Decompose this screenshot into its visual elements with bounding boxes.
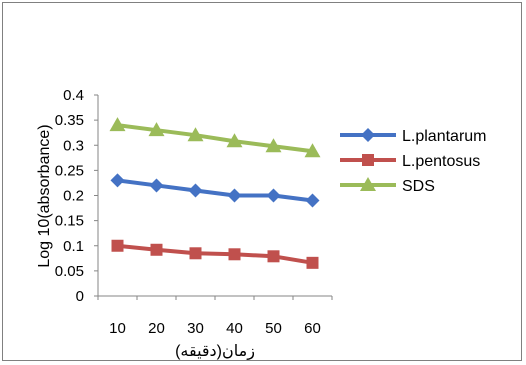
data-point	[149, 178, 164, 193]
y-tick-label: 0.15	[55, 213, 84, 230]
y-tick-label: 0.1	[63, 238, 84, 255]
legend: L.plantarum L.pentosus SDS	[340, 128, 487, 195]
data-point	[110, 173, 125, 188]
data-point	[228, 248, 241, 261]
data-point	[267, 250, 280, 263]
series-l-plantarum	[110, 173, 320, 208]
plot-area: 0 0.05 0.1 0.15 0.2 0.25 0.3 0.35 0.4 10 20 30 40 50…	[55, 87, 333, 337]
series-line	[117, 243, 313, 265]
y-tick-label: 0.3	[63, 137, 84, 154]
x-tick-label: 30	[187, 320, 204, 337]
y-axis-title: Log 10(absorbance)	[36, 124, 53, 267]
legend-item: SDS	[340, 177, 435, 195]
series-sds	[109, 117, 321, 158]
series-l-pentosus	[111, 239, 319, 269]
data-point	[306, 256, 319, 269]
y-axis: 0 0.05 0.1 0.15 0.2 0.25 0.3 0.35 0.4	[55, 87, 98, 305]
data-point	[188, 183, 203, 198]
y-tick-label: 0.25	[55, 162, 84, 179]
y-tick-label: 0.2	[63, 188, 84, 205]
legend-label: L.plantarum	[402, 128, 487, 145]
series-line	[117, 123, 313, 154]
y-tick-label: 0.05	[55, 263, 84, 280]
data-point	[266, 188, 281, 203]
data-point	[148, 122, 165, 137]
legend-marker	[362, 154, 374, 166]
legend-marker	[361, 128, 375, 142]
series-layer	[109, 117, 321, 269]
series-line	[117, 178, 313, 203]
legend-item: L.pentosus	[340, 153, 480, 170]
legend-label: SDS	[402, 178, 435, 195]
y-tick-label: 0.4	[63, 87, 84, 104]
data-point	[227, 188, 242, 203]
data-point	[265, 138, 282, 153]
x-axis-title: زمان(دقیقه)	[175, 343, 255, 361]
data-point	[189, 247, 202, 260]
y-tick-label: 0.35	[55, 112, 84, 129]
legend-item: L.plantarum	[340, 128, 487, 145]
data-point	[150, 243, 163, 256]
data-point	[109, 117, 126, 132]
data-point	[304, 143, 321, 158]
y-tick-label: 0	[76, 288, 84, 305]
x-tick-label: 60	[304, 320, 321, 337]
chart-area	[2, 2, 522, 361]
data-point	[226, 133, 243, 148]
x-tick-label: 10	[109, 320, 126, 337]
x-tick-label: 50	[265, 320, 282, 337]
x-tick-label: 20	[148, 320, 165, 337]
x-axis: 10 20 30 40 50 60	[97, 296, 333, 337]
data-point	[305, 193, 320, 208]
data-point	[187, 127, 204, 142]
data-point	[111, 239, 124, 252]
x-tick-label: 40	[226, 320, 243, 337]
legend-label: L.pentosus	[402, 153, 480, 170]
legend-marker	[360, 177, 376, 191]
